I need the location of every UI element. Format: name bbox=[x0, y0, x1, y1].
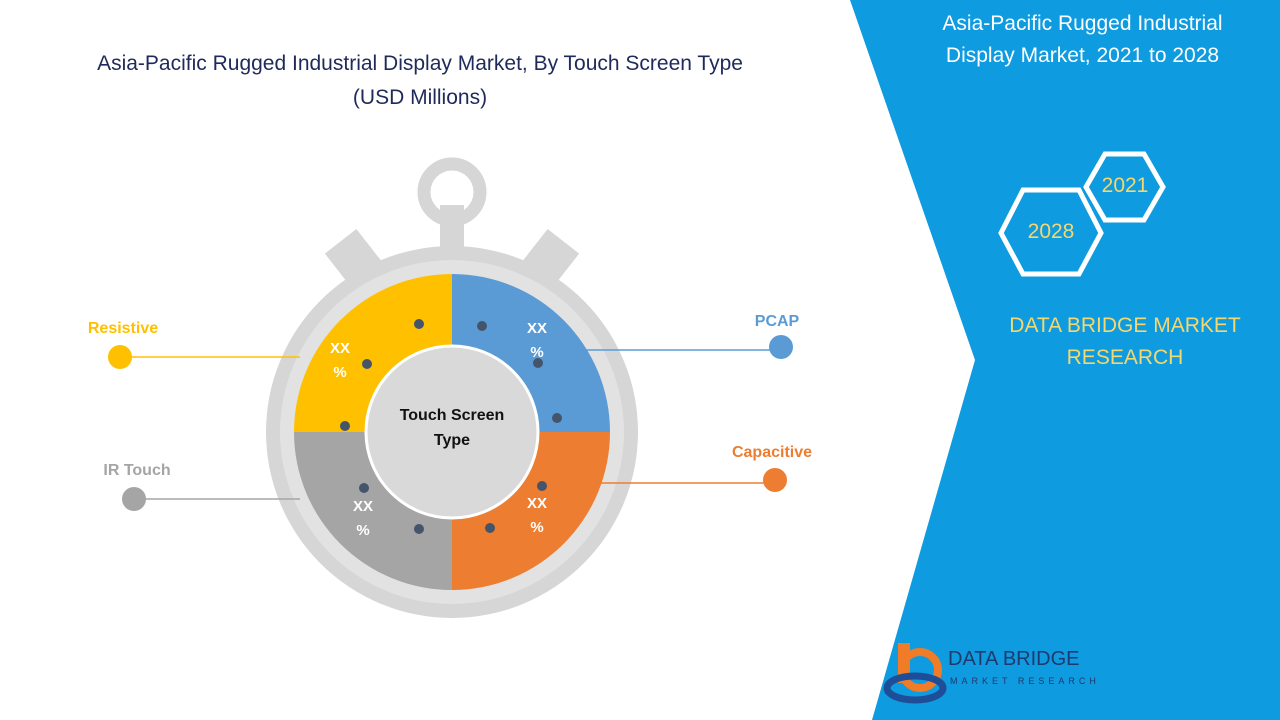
segment-value-label: XX % bbox=[329, 340, 350, 381]
callout-dot bbox=[122, 487, 146, 511]
segment-name: Resistive bbox=[87, 320, 159, 337]
segment-value-label: XX % bbox=[526, 320, 547, 361]
segment-name: IR Touch bbox=[103, 462, 171, 479]
logo-name: DATA BRIDGE bbox=[948, 648, 1080, 670]
segment-name: Capacitive bbox=[731, 444, 813, 461]
logo-mark bbox=[883, 643, 947, 704]
callout-dot bbox=[108, 345, 132, 369]
decor-dots bbox=[340, 319, 562, 534]
segment-name: PCAP bbox=[754, 313, 800, 330]
title: Asia-Pacific Rugged Industrial Display M… bbox=[97, 52, 743, 75]
callout-dot bbox=[769, 335, 793, 359]
segment-value-label: XX % bbox=[352, 498, 373, 539]
logo-tagline: MARKET RESEARCH bbox=[950, 676, 1100, 686]
side-panel-bg bbox=[850, 0, 1280, 720]
year: 2021 bbox=[1101, 174, 1149, 197]
hexagons bbox=[998, 151, 1166, 277]
year: 2028 bbox=[1027, 220, 1075, 243]
brand: DATA BRIDGE MARKET RESEARCH bbox=[1009, 314, 1241, 369]
segment-value-label: XX % bbox=[526, 495, 547, 536]
side-title: Asia-Pacific Rugged Industrial Display M… bbox=[942, 12, 1223, 67]
center-label: Touch Screen Type bbox=[399, 407, 505, 449]
callout-dot bbox=[763, 468, 787, 492]
subtitle: (USD Millions) bbox=[352, 86, 488, 109]
center-circle bbox=[364, 344, 540, 520]
